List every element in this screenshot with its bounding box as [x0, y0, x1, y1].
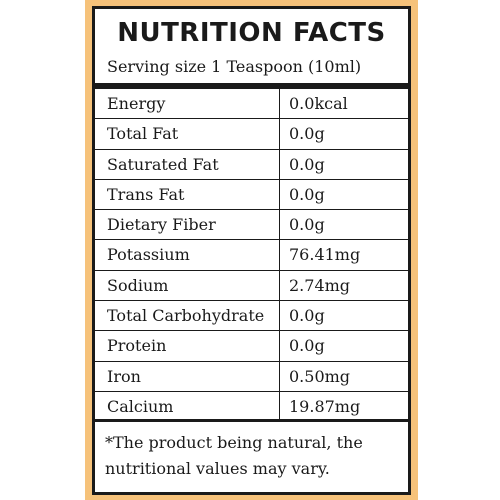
nutrient-value: 0.0g: [289, 336, 325, 356]
nutrient-name: Calcium: [95, 391, 280, 420]
nutrient-row-saturated-fat: Saturated Fat 0.0g: [95, 149, 408, 180]
nutrient-value: 0.0g: [289, 154, 325, 174]
nutrient-row-sodium: Sodium 2.74mg: [95, 270, 408, 302]
nutrient-row-total-carbohydrate: Total Carbohydrate 0.0g: [95, 301, 408, 332]
nutrient-table: Energy 0.0kcal Total Fat 0.0g Saturated …: [95, 89, 408, 423]
nutrient-value: 76.41mg: [289, 245, 361, 265]
nutrient-row-calcium: Calcium 19.87mg: [95, 391, 408, 423]
label-frame: NUTRITION FACTS Serving size 1 Teaspoon …: [85, 0, 418, 500]
nutrient-value: 2.74mg: [289, 275, 351, 295]
disclaimer-line-2: nutritional values may vary.: [105, 459, 330, 479]
nutrient-name: Saturated Fat: [95, 149, 280, 179]
nutrient-name: Trans Fat: [95, 179, 280, 210]
nutrient-value: 0.0g: [289, 124, 325, 144]
disclaimer-note: *The product being natural, the nutritio…: [95, 422, 408, 482]
nutrient-row-trans-fat: Trans Fat 0.0g: [95, 179, 408, 211]
nutrient-value: 0.0kcal: [289, 94, 348, 113]
nutrient-name: Protein: [95, 331, 280, 361]
nutrient-row-protein: Protein 0.0g: [95, 331, 408, 362]
nutrition-facts-card: NUTRITION FACTS Serving size 1 Teaspoon …: [92, 6, 411, 495]
nutrient-name: Total Fat: [95, 119, 280, 149]
serving-size: Serving size 1 Teaspoon (10ml): [95, 53, 408, 89]
nutrient-row-potassium: Potassium 76.41mg: [95, 240, 408, 271]
nutrient-value: 0.0g: [289, 184, 325, 204]
nutrient-name: Dietary Fiber: [95, 210, 280, 240]
disclaimer-line-1: *The product being natural, the: [105, 433, 363, 453]
nutrient-name: Sodium: [95, 270, 280, 301]
nutrient-name: Energy: [95, 89, 280, 119]
nutrient-value: 0.0g: [289, 306, 325, 326]
nutrient-value: 0.0g: [289, 215, 325, 235]
nutrient-row-iron: Iron 0.50mg: [95, 361, 408, 392]
nutrient-value: 19.87mg: [289, 396, 361, 416]
nutrient-row-energy: Energy 0.0kcal: [95, 89, 408, 120]
nutrient-row-total-fat: Total Fat 0.0g: [95, 119, 408, 150]
nutrient-value: 0.50mg: [289, 366, 351, 386]
label-title: NUTRITION FACTS: [117, 18, 386, 48]
nutrient-name: Total Carbohydrate: [95, 301, 280, 331]
nutrient-row-dietary-fiber: Dietary Fiber 0.0g: [95, 210, 408, 241]
nutrient-name: Potassium: [95, 240, 280, 270]
nutrient-name: Iron: [95, 361, 280, 391]
